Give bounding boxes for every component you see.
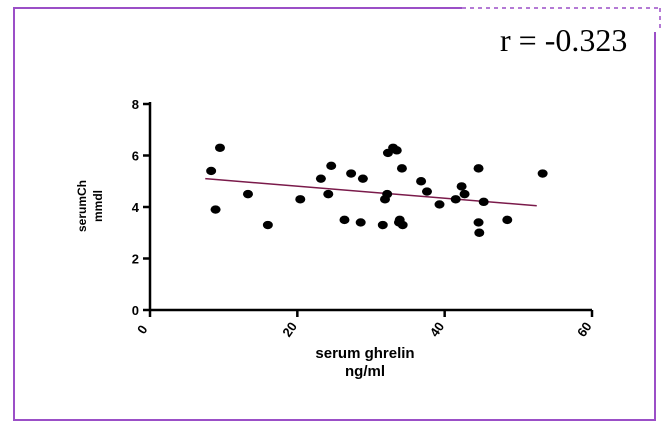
data-point: [397, 220, 408, 230]
data-point: [377, 220, 388, 230]
frame-border: [13, 7, 656, 421]
data-point: [242, 189, 253, 199]
data-point: [416, 177, 427, 186]
data-point: [502, 215, 513, 225]
x-tick-label: 0: [134, 322, 150, 337]
data-point: [382, 189, 393, 199]
data-point: [474, 228, 485, 237]
data-point: [326, 161, 337, 170]
data-point: [537, 169, 548, 178]
axes-group: 0 2 4 6 8 0 20 40 60: [132, 97, 595, 340]
x-axis-label: serum ghrelin: [315, 345, 414, 362]
data-point: [339, 215, 350, 225]
data-point: [206, 166, 217, 176]
data-point: [323, 189, 334, 199]
y-tick-label: 8: [132, 97, 139, 112]
data-point: [456, 182, 467, 191]
data-point: [391, 146, 402, 155]
data-point: [421, 187, 432, 196]
y-axis-label: serumCh: [75, 180, 89, 232]
x-tick-label: 20: [279, 319, 300, 339]
x-tick-label: 60: [574, 319, 595, 339]
y-tick-label: 6: [132, 149, 139, 164]
data-point: [459, 189, 470, 199]
data-point: [262, 220, 273, 230]
data-point: [473, 164, 484, 173]
correlation-annotation: r = -0.323: [500, 22, 628, 58]
data-point: [214, 143, 225, 152]
y-axis-unit: mmdl: [91, 190, 105, 222]
points-group: [206, 143, 548, 237]
data-point: [473, 218, 484, 227]
data-point: [315, 174, 326, 183]
data-point: [357, 174, 368, 183]
y-tick-label: 2: [132, 252, 139, 267]
y-tick-label: 0: [132, 303, 139, 318]
y-tick-label: 4: [132, 200, 140, 215]
data-point: [478, 197, 489, 207]
data-point: [355, 218, 366, 227]
data-point: [346, 169, 357, 178]
data-point: [434, 200, 445, 209]
data-point: [396, 164, 407, 173]
x-tick-label: 40: [427, 319, 448, 339]
data-point: [210, 205, 221, 214]
data-point: [450, 195, 461, 204]
x-axis-unit: ng/ml: [345, 363, 385, 380]
data-point: [295, 195, 306, 204]
